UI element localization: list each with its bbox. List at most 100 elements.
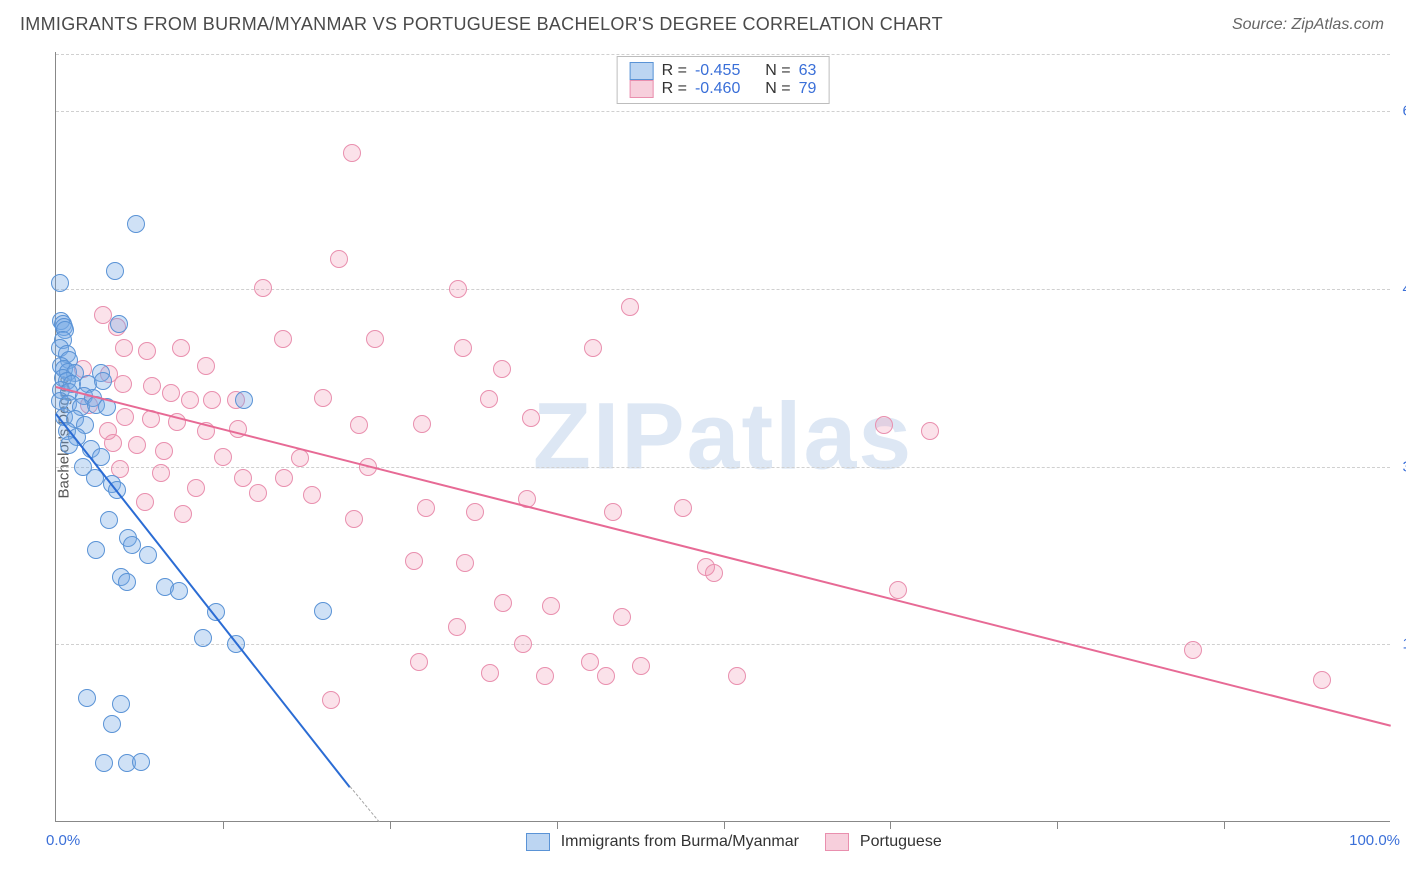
data-point [314, 389, 332, 407]
x-tick [223, 821, 224, 829]
x-tick [890, 821, 891, 829]
data-point [303, 486, 321, 504]
data-point [597, 667, 615, 685]
data-point [343, 144, 361, 162]
data-point [123, 536, 141, 554]
data-point [136, 493, 154, 511]
legend-N-prefix: N = [765, 62, 790, 80]
data-point [155, 442, 173, 460]
data-point [116, 408, 134, 426]
legend-N-pink: 79 [799, 80, 817, 98]
data-point [172, 339, 190, 357]
data-point [203, 391, 221, 409]
data-point [94, 372, 112, 390]
y-tick-label: 30.0% [1395, 458, 1406, 475]
data-point [87, 541, 105, 559]
data-point [1313, 671, 1331, 689]
legend-swatch-blue [630, 62, 654, 80]
data-point [181, 391, 199, 409]
data-point [274, 330, 292, 348]
data-point [103, 715, 121, 733]
data-point [584, 339, 602, 357]
data-point [118, 573, 136, 591]
scatter-plot: Bachelor's Degree ZIPatlas R = -0.455 N … [55, 52, 1390, 822]
data-point [162, 384, 180, 402]
legend-R-pink: -0.460 [695, 80, 740, 98]
gridline [56, 467, 1390, 468]
series-legend: Immigrants from Burma/Myanmar Portuguese [56, 833, 1390, 851]
data-point [405, 552, 423, 570]
data-point [448, 618, 466, 636]
data-point [106, 262, 124, 280]
data-point [138, 342, 156, 360]
data-point [254, 279, 272, 297]
correlation-legend: R = -0.455 N = 63 R = -0.460 N = 79 [617, 56, 830, 104]
y-tick-label: 15.0% [1395, 636, 1406, 653]
data-point [604, 503, 622, 521]
regression-line [349, 787, 379, 823]
data-point [197, 357, 215, 375]
data-point [275, 469, 293, 487]
data-point [322, 691, 340, 709]
legend-label-blue: Immigrants from Burma/Myanmar [561, 833, 799, 850]
legend-R-blue: -0.455 [695, 62, 740, 80]
y-tick-label: 60.0% [1395, 103, 1406, 120]
x-tick [557, 821, 558, 829]
watermark: ZIPatlas [533, 382, 913, 491]
data-point [128, 436, 146, 454]
data-point [114, 375, 132, 393]
legend-N-blue: 63 [799, 62, 817, 80]
data-point [449, 280, 467, 298]
legend-R-prefix: R = [662, 80, 687, 98]
data-point [187, 479, 205, 497]
data-point [728, 667, 746, 685]
data-point [480, 390, 498, 408]
data-point [522, 409, 540, 427]
data-point [632, 657, 650, 675]
legend-swatch-blue-icon [526, 833, 550, 851]
x-tick [1224, 821, 1225, 829]
data-point [542, 597, 560, 615]
legend-R-prefix: R = [662, 62, 687, 80]
data-point [410, 653, 428, 671]
data-point [330, 250, 348, 268]
data-point [674, 499, 692, 517]
gridline [56, 111, 1390, 112]
data-point [143, 377, 161, 395]
legend-swatch-pink-icon [825, 833, 849, 851]
data-point [456, 554, 474, 572]
data-point [174, 505, 192, 523]
data-point [112, 695, 130, 713]
data-point [110, 315, 128, 333]
data-point [350, 416, 368, 434]
data-point [466, 503, 484, 521]
data-point [115, 339, 133, 357]
data-point [454, 339, 472, 357]
legend-N-prefix: N = [765, 80, 790, 98]
data-point [235, 391, 253, 409]
data-point [366, 330, 384, 348]
data-point [514, 635, 532, 653]
data-point [413, 415, 431, 433]
data-point [493, 360, 511, 378]
data-point [170, 582, 188, 600]
data-point [100, 511, 118, 529]
regression-line [56, 386, 1391, 727]
data-point [889, 581, 907, 599]
source-label: Source: ZipAtlas.com [1232, 16, 1384, 34]
data-point [194, 629, 212, 647]
legend-label-pink: Portuguese [860, 833, 942, 850]
data-point [291, 449, 309, 467]
data-point [314, 602, 332, 620]
data-point [417, 499, 435, 517]
x-tick [724, 821, 725, 829]
data-point [78, 689, 96, 707]
data-point [249, 484, 267, 502]
y-tick-label: 45.0% [1395, 280, 1406, 297]
x-tick [390, 821, 391, 829]
chart-title: IMMIGRANTS FROM BURMA/MYANMAR VS PORTUGU… [20, 14, 943, 35]
x-tick [1057, 821, 1058, 829]
data-point [127, 215, 145, 233]
data-point [613, 608, 631, 626]
legend-row-pink: R = -0.460 N = 79 [630, 80, 817, 98]
